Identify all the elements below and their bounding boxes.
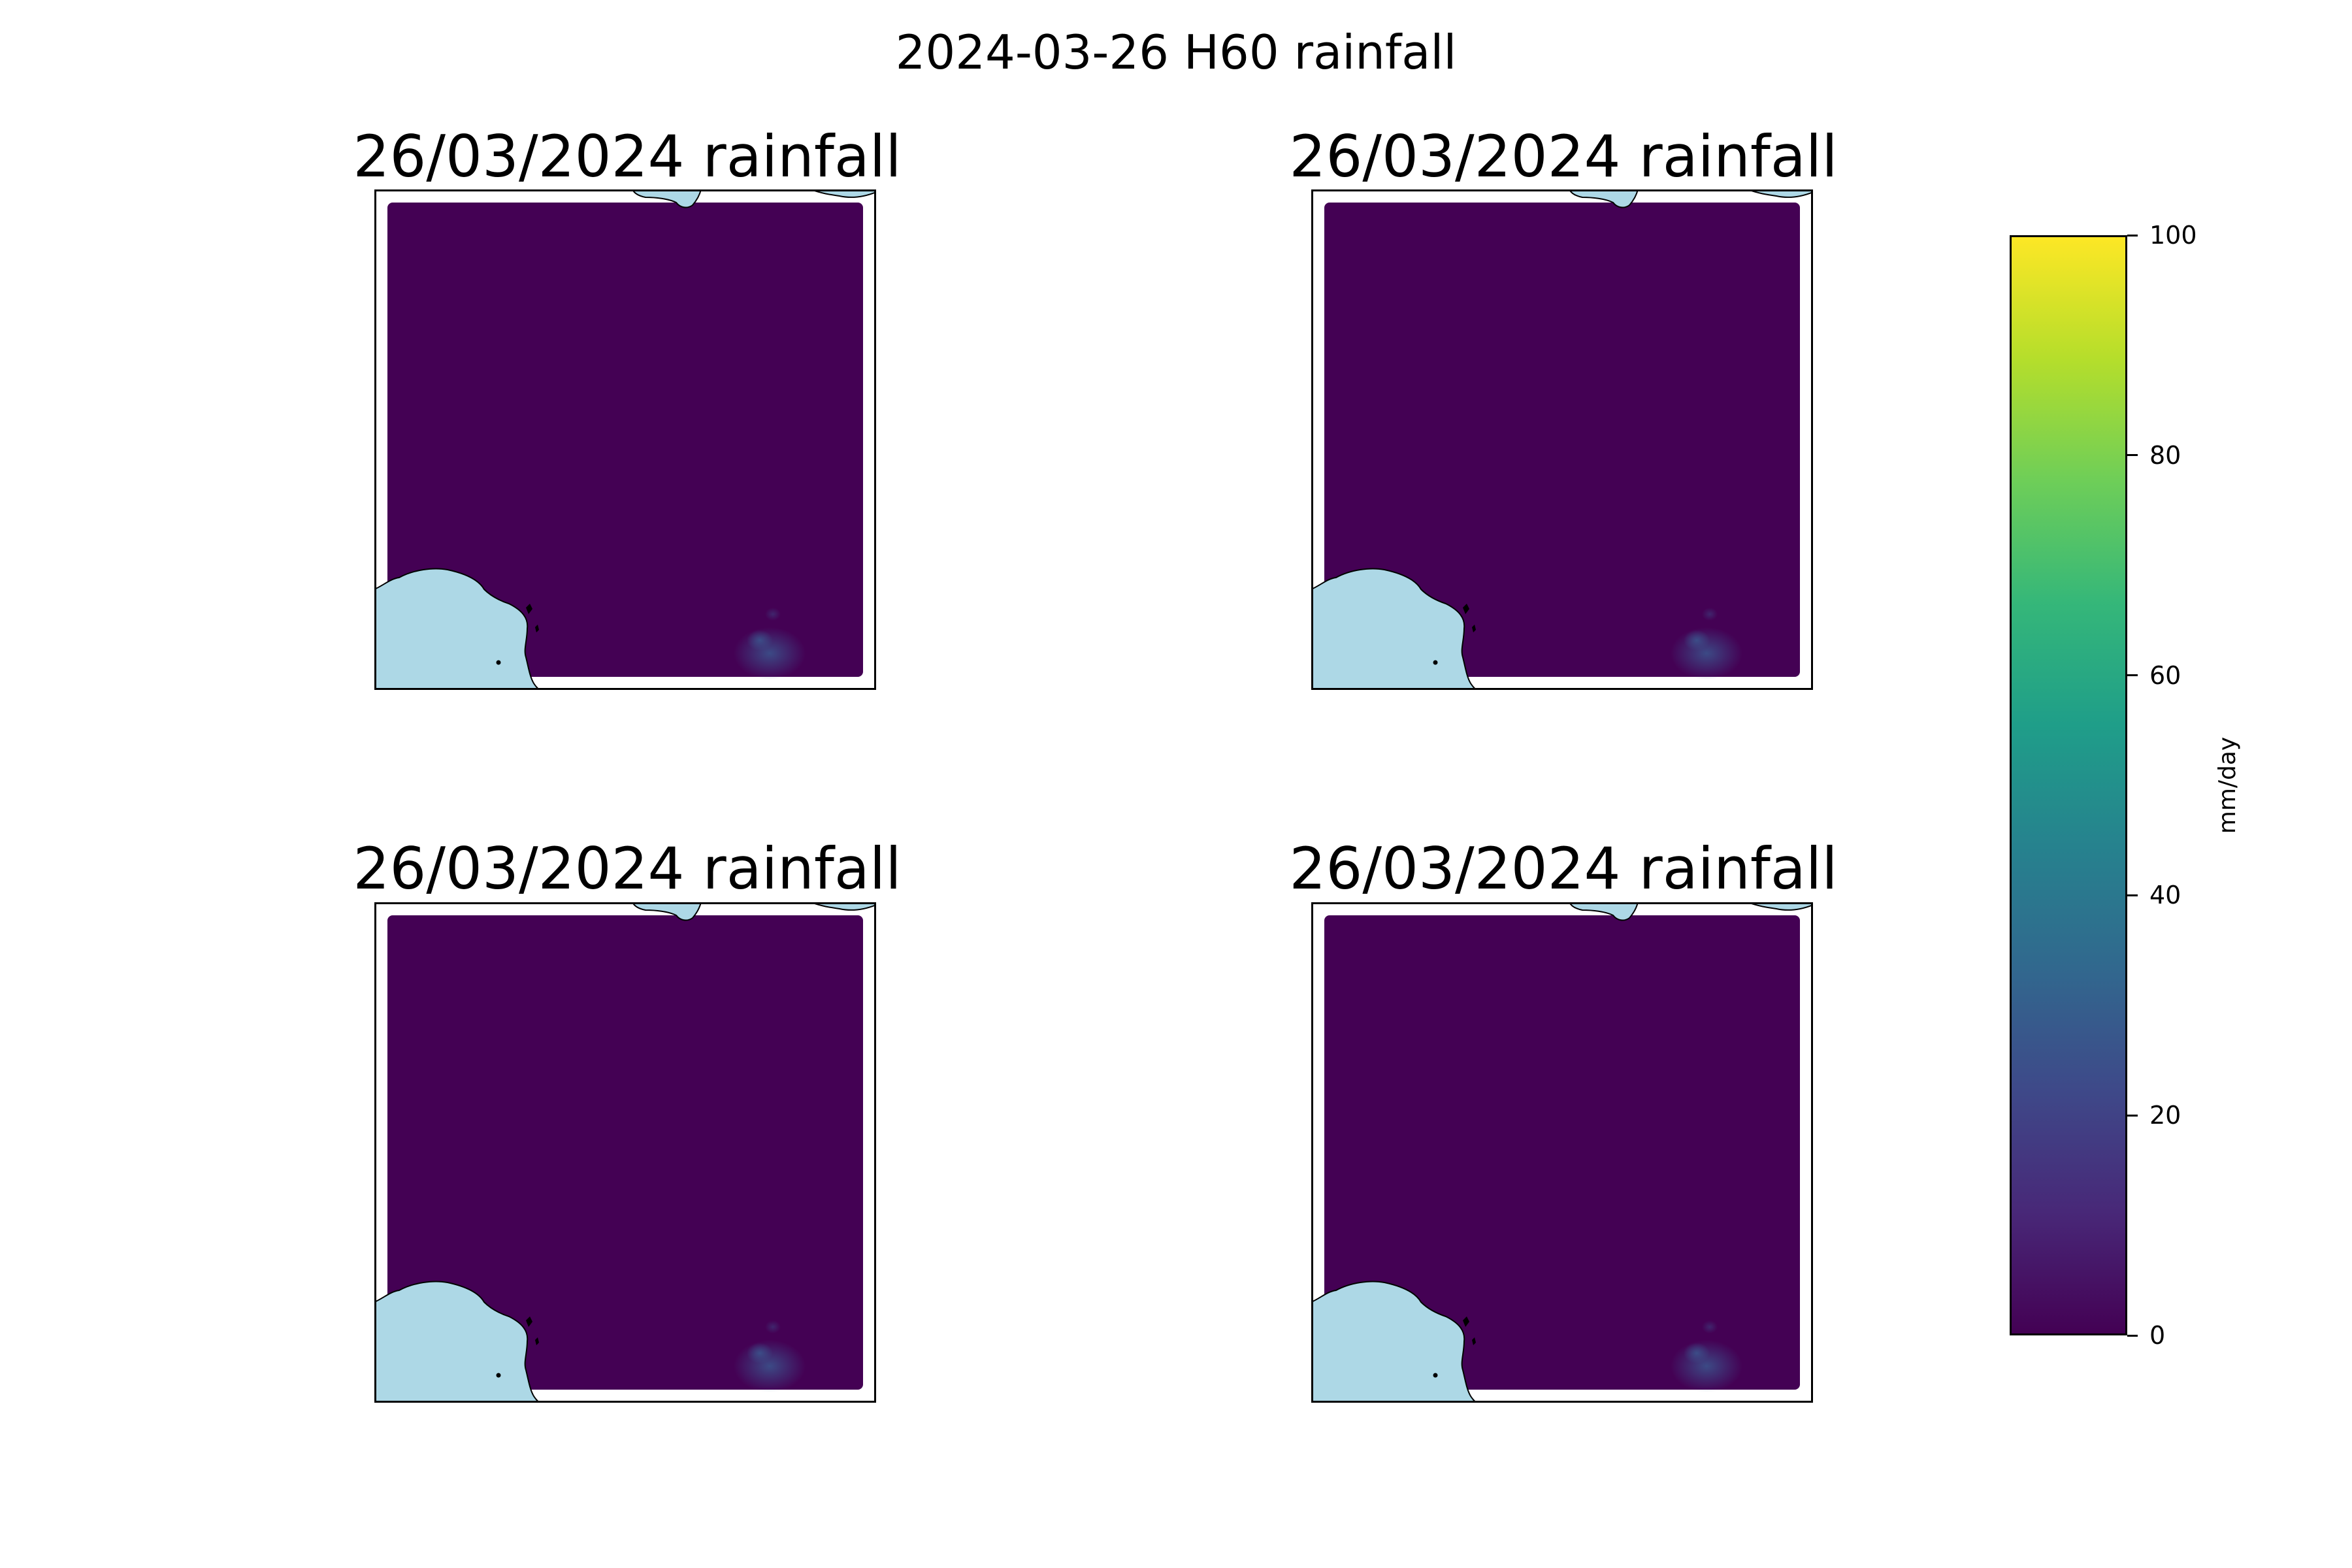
panel-title-top-left: 26/03/2024 rainfall bbox=[353, 123, 902, 190]
colorbar-tick-label: 0 bbox=[2149, 1321, 2166, 1350]
island-marker bbox=[1463, 1316, 1469, 1327]
rain-cell bbox=[1684, 630, 1710, 651]
island-marker bbox=[535, 625, 539, 632]
island-marker bbox=[1463, 604, 1469, 614]
map-panel-top-right bbox=[1311, 189, 1813, 690]
island-marker bbox=[526, 604, 532, 614]
map-canvas bbox=[1311, 189, 1813, 690]
island-marker bbox=[496, 1373, 501, 1378]
island-marker bbox=[526, 1316, 532, 1327]
colorbar-tick-label: 80 bbox=[2149, 440, 2181, 470]
rain-cell bbox=[1702, 608, 1718, 621]
rainfall-field bbox=[387, 915, 863, 1390]
island-marker bbox=[1472, 1337, 1476, 1345]
map-frame bbox=[1311, 189, 1813, 690]
rainfall-field bbox=[1324, 915, 1800, 1390]
colorbar-tick-label: 100 bbox=[2149, 221, 2197, 250]
map-canvas bbox=[1311, 902, 1813, 1403]
rain-cell bbox=[747, 630, 773, 651]
map-panel-top-left bbox=[374, 189, 876, 690]
water-body-north bbox=[631, 189, 702, 208]
panel-title-top-right: 26/03/2024 rainfall bbox=[1289, 123, 1838, 190]
rainfall-field bbox=[1324, 203, 1800, 677]
rain-cell bbox=[1684, 1343, 1710, 1364]
island-marker bbox=[1472, 625, 1476, 632]
colorbar bbox=[2010, 235, 2127, 1335]
water-body-north bbox=[1568, 902, 1639, 921]
colorbar-unit-label: mm/day bbox=[2214, 736, 2241, 834]
map-canvas bbox=[374, 902, 876, 1403]
water-body-southwest bbox=[374, 568, 541, 690]
water-body-southwest bbox=[374, 1281, 541, 1403]
island-marker bbox=[535, 1337, 539, 1345]
panel-title-bottom-left: 26/03/2024 rainfall bbox=[353, 835, 902, 902]
colorbar-tick bbox=[2127, 674, 2138, 677]
figure-title: 2024-03-26 H60 rainfall bbox=[895, 25, 1457, 80]
rain-cell bbox=[1702, 1320, 1718, 1333]
rainfall-field bbox=[387, 203, 863, 677]
island-marker bbox=[1433, 1373, 1438, 1378]
map-frame bbox=[1311, 902, 1813, 1403]
rain-cell bbox=[747, 1343, 773, 1364]
colorbar-tick-label: 20 bbox=[2149, 1101, 2181, 1130]
colorbar-tick bbox=[2127, 454, 2138, 457]
colorbar-tick bbox=[2127, 1114, 2138, 1117]
panel-title-bottom-right: 26/03/2024 rainfall bbox=[1289, 835, 1838, 902]
water-body-southwest bbox=[1311, 1281, 1478, 1403]
water-body-southwest bbox=[1311, 568, 1478, 690]
colorbar-tick bbox=[2127, 1334, 2138, 1337]
water-body-north bbox=[631, 902, 702, 921]
island-marker bbox=[496, 660, 501, 665]
map-canvas bbox=[374, 189, 876, 690]
rain-cell bbox=[765, 1320, 781, 1333]
map-panel-bottom-left bbox=[374, 902, 876, 1403]
rain-cell bbox=[765, 608, 781, 621]
water-body-north bbox=[1568, 189, 1639, 208]
map-frame bbox=[374, 189, 876, 690]
colorbar-tick bbox=[2127, 894, 2138, 896]
island-marker bbox=[1433, 660, 1438, 665]
colorbar-tick-label: 60 bbox=[2149, 661, 2181, 690]
map-frame bbox=[374, 902, 876, 1403]
colorbar-tick bbox=[2127, 234, 2138, 237]
colorbar-tick-label: 40 bbox=[2149, 881, 2181, 910]
map-panel-bottom-right bbox=[1311, 902, 1813, 1403]
